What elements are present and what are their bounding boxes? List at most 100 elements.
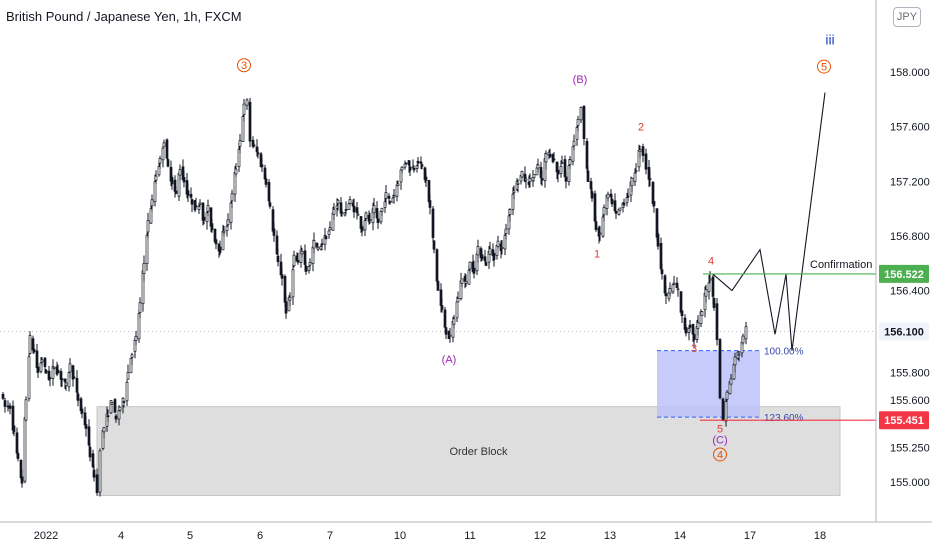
candle-body (376, 218, 380, 224)
candle-body (189, 194, 193, 198)
candle-body (700, 311, 704, 316)
candle-body (476, 246, 480, 256)
candle-body (626, 195, 630, 198)
candle-body (712, 297, 716, 308)
support-tag (879, 411, 929, 430)
candle-body (1, 394, 5, 399)
candle-body (593, 193, 597, 222)
candle-body (226, 219, 230, 226)
currency-badge[interactable]: JPY (893, 7, 921, 27)
candle-body (544, 153, 548, 163)
candle-body (102, 427, 106, 433)
candle-body (280, 274, 284, 279)
candle-body (552, 158, 556, 161)
wave-label: (B) (573, 74, 588, 86)
candle-body (110, 402, 114, 405)
candle-body (610, 198, 614, 205)
candle-body (267, 182, 271, 202)
candle-body (579, 107, 583, 121)
candle-body (660, 269, 664, 275)
wave-label: 5 (821, 62, 827, 74)
candle-body (64, 382, 68, 386)
candle-body (388, 200, 392, 203)
candle-body (420, 164, 424, 167)
candle-body (178, 169, 182, 176)
candle-body (186, 190, 190, 196)
candle-body (28, 335, 32, 354)
candle-body (106, 415, 110, 418)
candle-body (275, 235, 279, 255)
time-tick-label: 18 (814, 530, 826, 542)
candle-body (585, 140, 589, 169)
candle-body (556, 169, 560, 175)
candle-body (76, 393, 80, 401)
candle-body (589, 181, 593, 190)
candle-body (668, 288, 672, 294)
candle-body (125, 381, 129, 402)
candle-body (664, 293, 668, 297)
candle-body (303, 250, 307, 265)
candle-body (737, 353, 741, 356)
candle-body (134, 335, 138, 341)
candle-body (456, 298, 460, 303)
candle-body (387, 195, 391, 199)
candle-body (404, 162, 408, 165)
candle-body (327, 230, 331, 235)
candle-body (161, 147, 165, 161)
time-tick-label: 7 (327, 530, 333, 542)
time-tick-label: 2022 (34, 530, 58, 542)
wave-label: 3 (241, 60, 247, 72)
candle-body (229, 202, 233, 223)
candle-body (721, 398, 725, 422)
wave-label-circle (713, 447, 727, 462)
candle-body (292, 254, 296, 267)
candle-body (659, 242, 663, 270)
candle-body (715, 303, 719, 341)
time-tick-label: 11 (464, 530, 475, 542)
candle-body (24, 399, 28, 421)
candle-body (707, 282, 711, 292)
price-tick-label: 155.000 (890, 477, 930, 489)
candle-body (245, 99, 249, 106)
candle-body (20, 476, 24, 484)
candle-body (238, 140, 242, 147)
candle-body (560, 162, 564, 164)
candle-body (12, 425, 16, 433)
candle-body (352, 205, 356, 213)
candle-body (582, 105, 586, 139)
candle-body (444, 327, 448, 335)
candle-body (488, 248, 492, 255)
candle-body (47, 370, 51, 380)
candle-body (507, 215, 511, 230)
candle-body (197, 206, 201, 210)
candle-body (3, 400, 7, 407)
candle-body (153, 181, 157, 203)
candle-body (323, 235, 327, 245)
candle-body (268, 202, 272, 207)
candle-body (606, 193, 610, 199)
candle-body (75, 377, 79, 393)
candle-body (672, 282, 676, 285)
candle-body (39, 362, 43, 372)
candle-body (87, 426, 91, 446)
candle-body (528, 178, 532, 183)
candle-body (568, 159, 572, 166)
candle-body (559, 166, 563, 174)
candle-body (492, 253, 496, 260)
candle-body (256, 152, 260, 155)
candle-body (206, 205, 210, 212)
candle-body (252, 144, 256, 147)
candle-body (671, 284, 675, 293)
time-tick-label: 10 (394, 530, 406, 542)
candle-body (40, 359, 44, 363)
candle-body (503, 235, 507, 250)
candle-body (548, 153, 552, 158)
price-tick-label: 158.000 (890, 67, 930, 79)
candle-body (138, 302, 142, 313)
candle-body (291, 269, 295, 298)
candle-body (43, 357, 47, 367)
candle-body (276, 255, 280, 263)
candle-body (344, 209, 348, 211)
